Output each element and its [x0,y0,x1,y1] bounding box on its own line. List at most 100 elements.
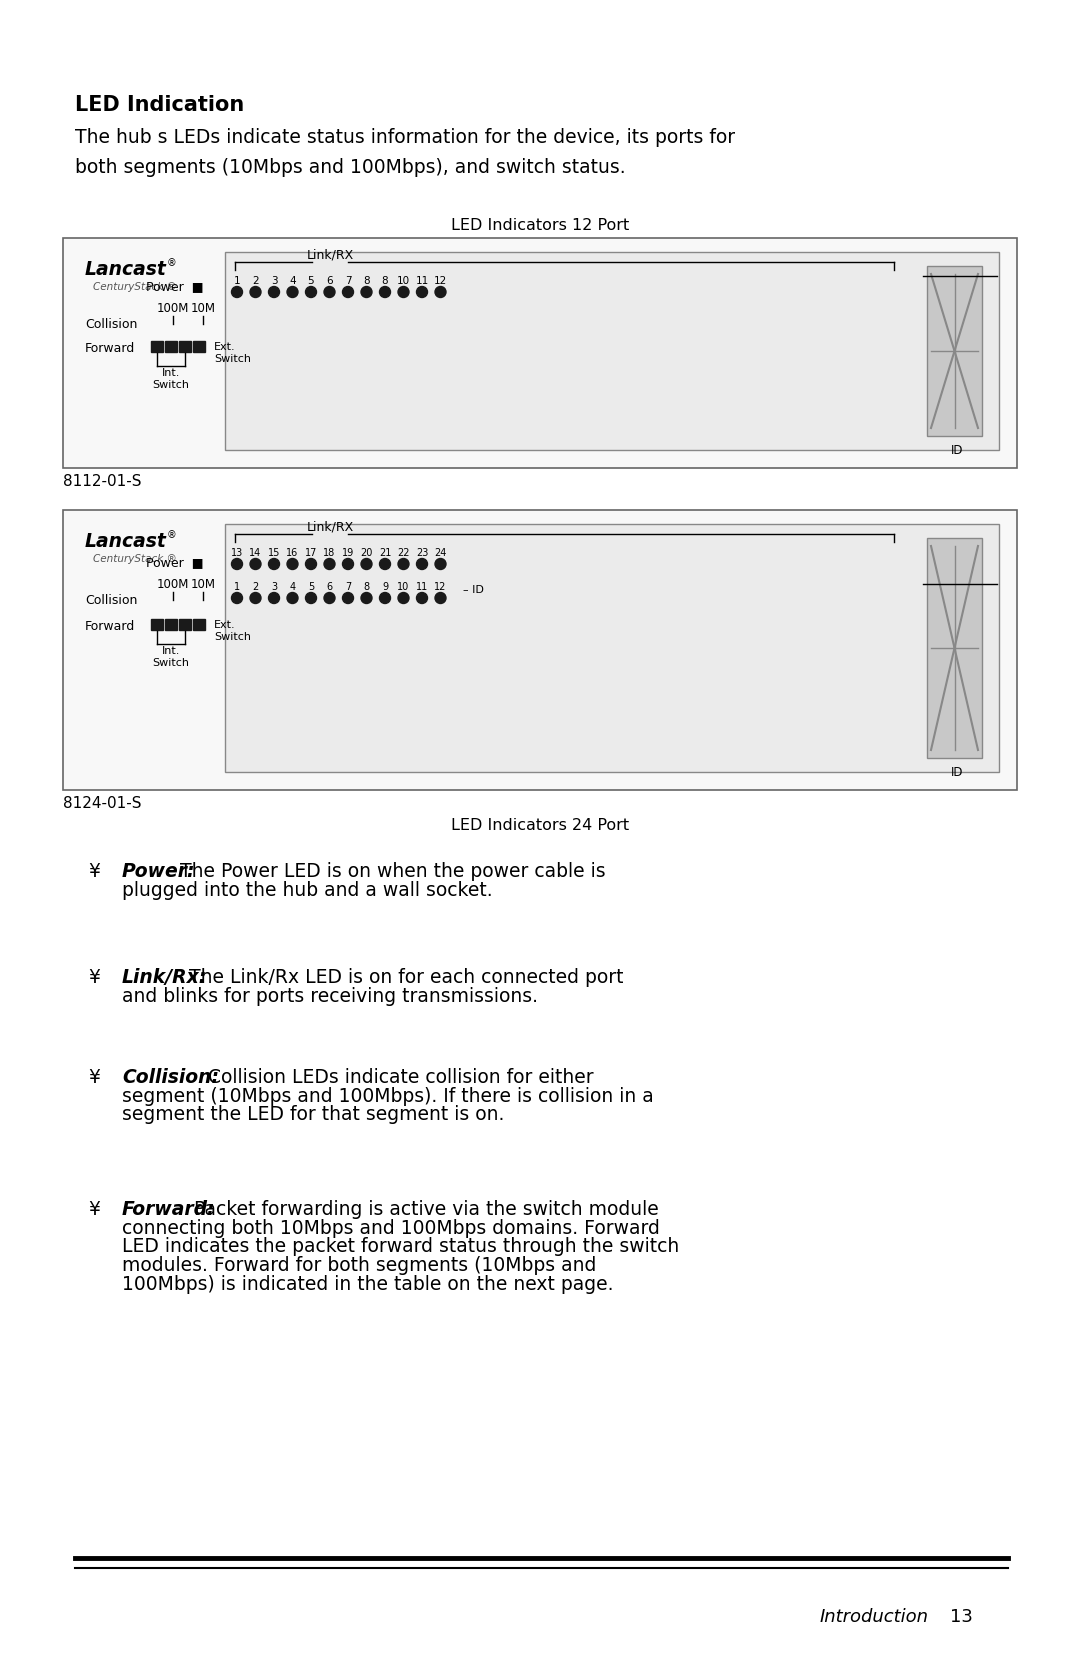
Text: ¥: ¥ [87,861,99,881]
Text: 3: 3 [271,582,278,592]
Text: 16: 16 [286,547,299,557]
Text: 19: 19 [342,547,354,557]
Bar [179,619,191,629]
Circle shape [417,592,428,604]
Text: LED Indication: LED Indication [75,95,244,115]
Text: 4: 4 [289,275,296,285]
Text: 9: 9 [382,582,388,592]
Text: Collision:: Collision: [122,1068,219,1087]
Text: 23: 23 [416,547,428,557]
Circle shape [361,592,372,604]
Bar [927,537,982,758]
Text: 8: 8 [381,275,389,285]
Circle shape [231,287,243,297]
Text: segment (10Mbps and 100Mbps). If there is collision in a: segment (10Mbps and 100Mbps). If there i… [122,1087,653,1105]
Text: 15: 15 [268,547,280,557]
Text: 1: 1 [233,275,241,285]
Text: Switch: Switch [214,633,251,643]
Circle shape [324,592,335,604]
Text: ¥: ¥ [87,1200,99,1218]
Text: Int.: Int. [162,367,180,377]
Bar [927,265,982,436]
Circle shape [287,287,298,297]
Bar [225,252,999,451]
Circle shape [249,559,261,569]
Bar [193,619,205,629]
Text: – ID: – ID [463,586,484,596]
Text: Forward:: Forward: [122,1200,216,1218]
Text: 4: 4 [289,582,296,592]
Circle shape [269,592,280,604]
Text: Power  ■: Power ■ [146,556,203,569]
Text: Lancast: Lancast [85,260,167,279]
Text: ®: ® [167,259,177,269]
Text: LED Indicators 12 Port: LED Indicators 12 Port [450,219,630,234]
Text: ¥: ¥ [87,1068,99,1087]
Text: LED Indicators 24 Port: LED Indicators 24 Port [451,818,629,833]
Text: and blinks for ports receiving transmissions.: and blinks for ports receiving transmiss… [122,986,538,1006]
Circle shape [269,287,280,297]
Text: 18: 18 [323,547,336,557]
Text: 2: 2 [253,275,259,285]
Text: The Link/Rx LED is on for each connected port: The Link/Rx LED is on for each connected… [189,968,623,986]
Text: 100M: 100M [157,302,189,315]
Circle shape [361,559,372,569]
Text: Power  ■: Power ■ [146,280,203,294]
Text: The hub s LEDs indicate status information for the device, its ports for: The hub s LEDs indicate status informati… [75,129,735,147]
Circle shape [342,592,353,604]
Circle shape [231,592,243,604]
Text: Switch: Switch [214,354,251,364]
Circle shape [306,287,316,297]
Text: 5: 5 [308,582,314,592]
Text: Power:: Power: [122,861,195,881]
Text: Introduction: Introduction [820,1607,929,1626]
Text: 10M: 10M [190,577,216,591]
Circle shape [379,592,391,604]
Text: Switch: Switch [152,381,189,391]
Text: 5: 5 [308,275,314,285]
Text: 11: 11 [416,582,428,592]
Circle shape [249,287,261,297]
Bar [165,340,177,352]
Text: 8: 8 [363,275,369,285]
Circle shape [342,559,353,569]
Text: ¥: ¥ [87,968,99,986]
Text: 8112-01-S: 8112-01-S [63,474,141,489]
Circle shape [287,592,298,604]
Text: modules. Forward for both segments (10Mbps and: modules. Forward for both segments (10Mb… [122,1255,596,1275]
Text: 22: 22 [397,547,409,557]
Bar [63,239,1017,467]
Text: segment the LED for that segment is on.: segment the LED for that segment is on. [122,1105,504,1125]
Text: Forward: Forward [85,619,135,633]
Text: Ext.: Ext. [214,342,235,352]
Text: Collision: Collision [85,319,137,330]
Bar [179,340,191,352]
Text: Link/RX: Link/RX [307,521,353,532]
Text: ID: ID [950,444,963,457]
Circle shape [435,287,446,297]
Circle shape [287,559,298,569]
Bar [165,619,177,629]
Text: ®: ® [167,531,177,541]
Circle shape [417,559,428,569]
Text: 10: 10 [397,275,410,285]
Text: The Power LED is on when the power cable is: The Power LED is on when the power cable… [180,861,606,881]
Text: CenturyStack ®: CenturyStack ® [93,554,177,564]
Text: 8: 8 [364,582,369,592]
Text: Collision LEDs indicate collision for either: Collision LEDs indicate collision for ei… [208,1068,594,1087]
Text: 12: 12 [434,582,447,592]
Text: Link/RX: Link/RX [307,249,353,260]
Text: 10M: 10M [190,302,216,315]
Circle shape [399,287,409,297]
Circle shape [342,287,353,297]
Text: 7: 7 [345,582,351,592]
Circle shape [361,287,372,297]
Text: Switch: Switch [152,658,189,668]
Text: 11: 11 [416,275,429,285]
Text: LED indicates the packet forward status through the switch: LED indicates the packet forward status … [122,1237,679,1257]
Text: 6: 6 [326,275,333,285]
Text: 24: 24 [434,547,447,557]
Text: 10: 10 [397,582,409,592]
Text: Packet forwarding is active via the switch module: Packet forwarding is active via the swit… [194,1200,659,1218]
Circle shape [249,592,261,604]
